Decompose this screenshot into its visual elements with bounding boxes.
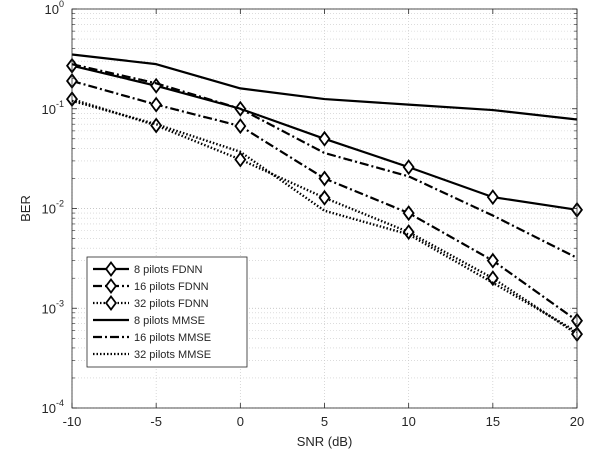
legend: 8 pilots FDNN 16 pilots FDNN 32 pilots FDN… xyxy=(86,256,248,368)
data-point-marker xyxy=(318,170,331,187)
legend-item: 32 pilots FDNN xyxy=(93,295,209,311)
y-tick-label: 10-4 xyxy=(42,398,64,416)
x-tick-label: -10 xyxy=(63,414,82,429)
legend-marker xyxy=(105,278,117,294)
x-tick-label: -5 xyxy=(150,414,162,429)
x-tick-label: 0 xyxy=(237,414,244,429)
data-point-marker xyxy=(234,151,247,168)
y-axis-label: BER xyxy=(18,195,33,222)
legend-box xyxy=(86,256,248,368)
legend-label: 16 pilots MMSE xyxy=(134,332,211,344)
x-tick-label: 5 xyxy=(321,414,328,429)
legend-item: 16 pilots MMSE xyxy=(93,332,211,344)
x-tick-label: 10 xyxy=(401,414,415,429)
series-6 xyxy=(71,99,578,333)
legend-item: 8 pilots FDNN xyxy=(93,261,203,277)
legend-marker xyxy=(105,261,117,277)
x-tick-label: 15 xyxy=(486,414,500,429)
legend-marker xyxy=(105,295,117,311)
axis-ticks xyxy=(71,8,578,409)
legend-label: 32 pilots FDNN xyxy=(134,298,209,310)
series-4 xyxy=(71,53,578,121)
series-line xyxy=(71,63,578,259)
data-point-marker xyxy=(402,224,415,241)
legend-item: 32 pilots MMSE xyxy=(93,349,211,361)
x-tick-label: 20 xyxy=(570,414,584,429)
data-point-marker xyxy=(486,189,499,206)
y-tick-label: 10-1 xyxy=(42,99,64,117)
data-point-marker xyxy=(150,96,163,113)
series-5 xyxy=(71,63,578,259)
series-2 xyxy=(66,72,583,329)
series-line xyxy=(71,99,578,333)
y-tick-label: 10-2 xyxy=(42,199,64,217)
legend-label: 16 pilots FDNN xyxy=(134,281,209,293)
x-tick-labels: -10 -5 0 5 10 15 20 xyxy=(63,414,585,429)
data-point-marker xyxy=(402,159,415,176)
legend-item: 16 pilots FDNN xyxy=(93,278,209,294)
series-lines xyxy=(65,53,583,343)
data-point-marker xyxy=(318,189,331,206)
legend-label: 8 pilots FDNN xyxy=(134,264,203,276)
y-tick-label: 10-3 xyxy=(42,298,64,316)
x-axis-label: SNR (dB) xyxy=(297,434,353,449)
data-point-marker xyxy=(402,205,415,222)
data-point-marker xyxy=(486,252,499,269)
legend-label: 8 pilots MMSE xyxy=(134,315,205,327)
y-tick-label: 100 xyxy=(45,0,64,17)
data-point-marker xyxy=(318,130,331,147)
data-point-marker xyxy=(486,270,499,287)
legend-item: 8 pilots MMSE xyxy=(93,315,205,327)
series-line xyxy=(71,53,578,121)
y-tick-labels: 10-4 10-3 10-2 10-1 100 xyxy=(42,0,64,416)
legend-label: 32 pilots MMSE xyxy=(134,349,211,361)
data-point-marker xyxy=(234,118,247,135)
